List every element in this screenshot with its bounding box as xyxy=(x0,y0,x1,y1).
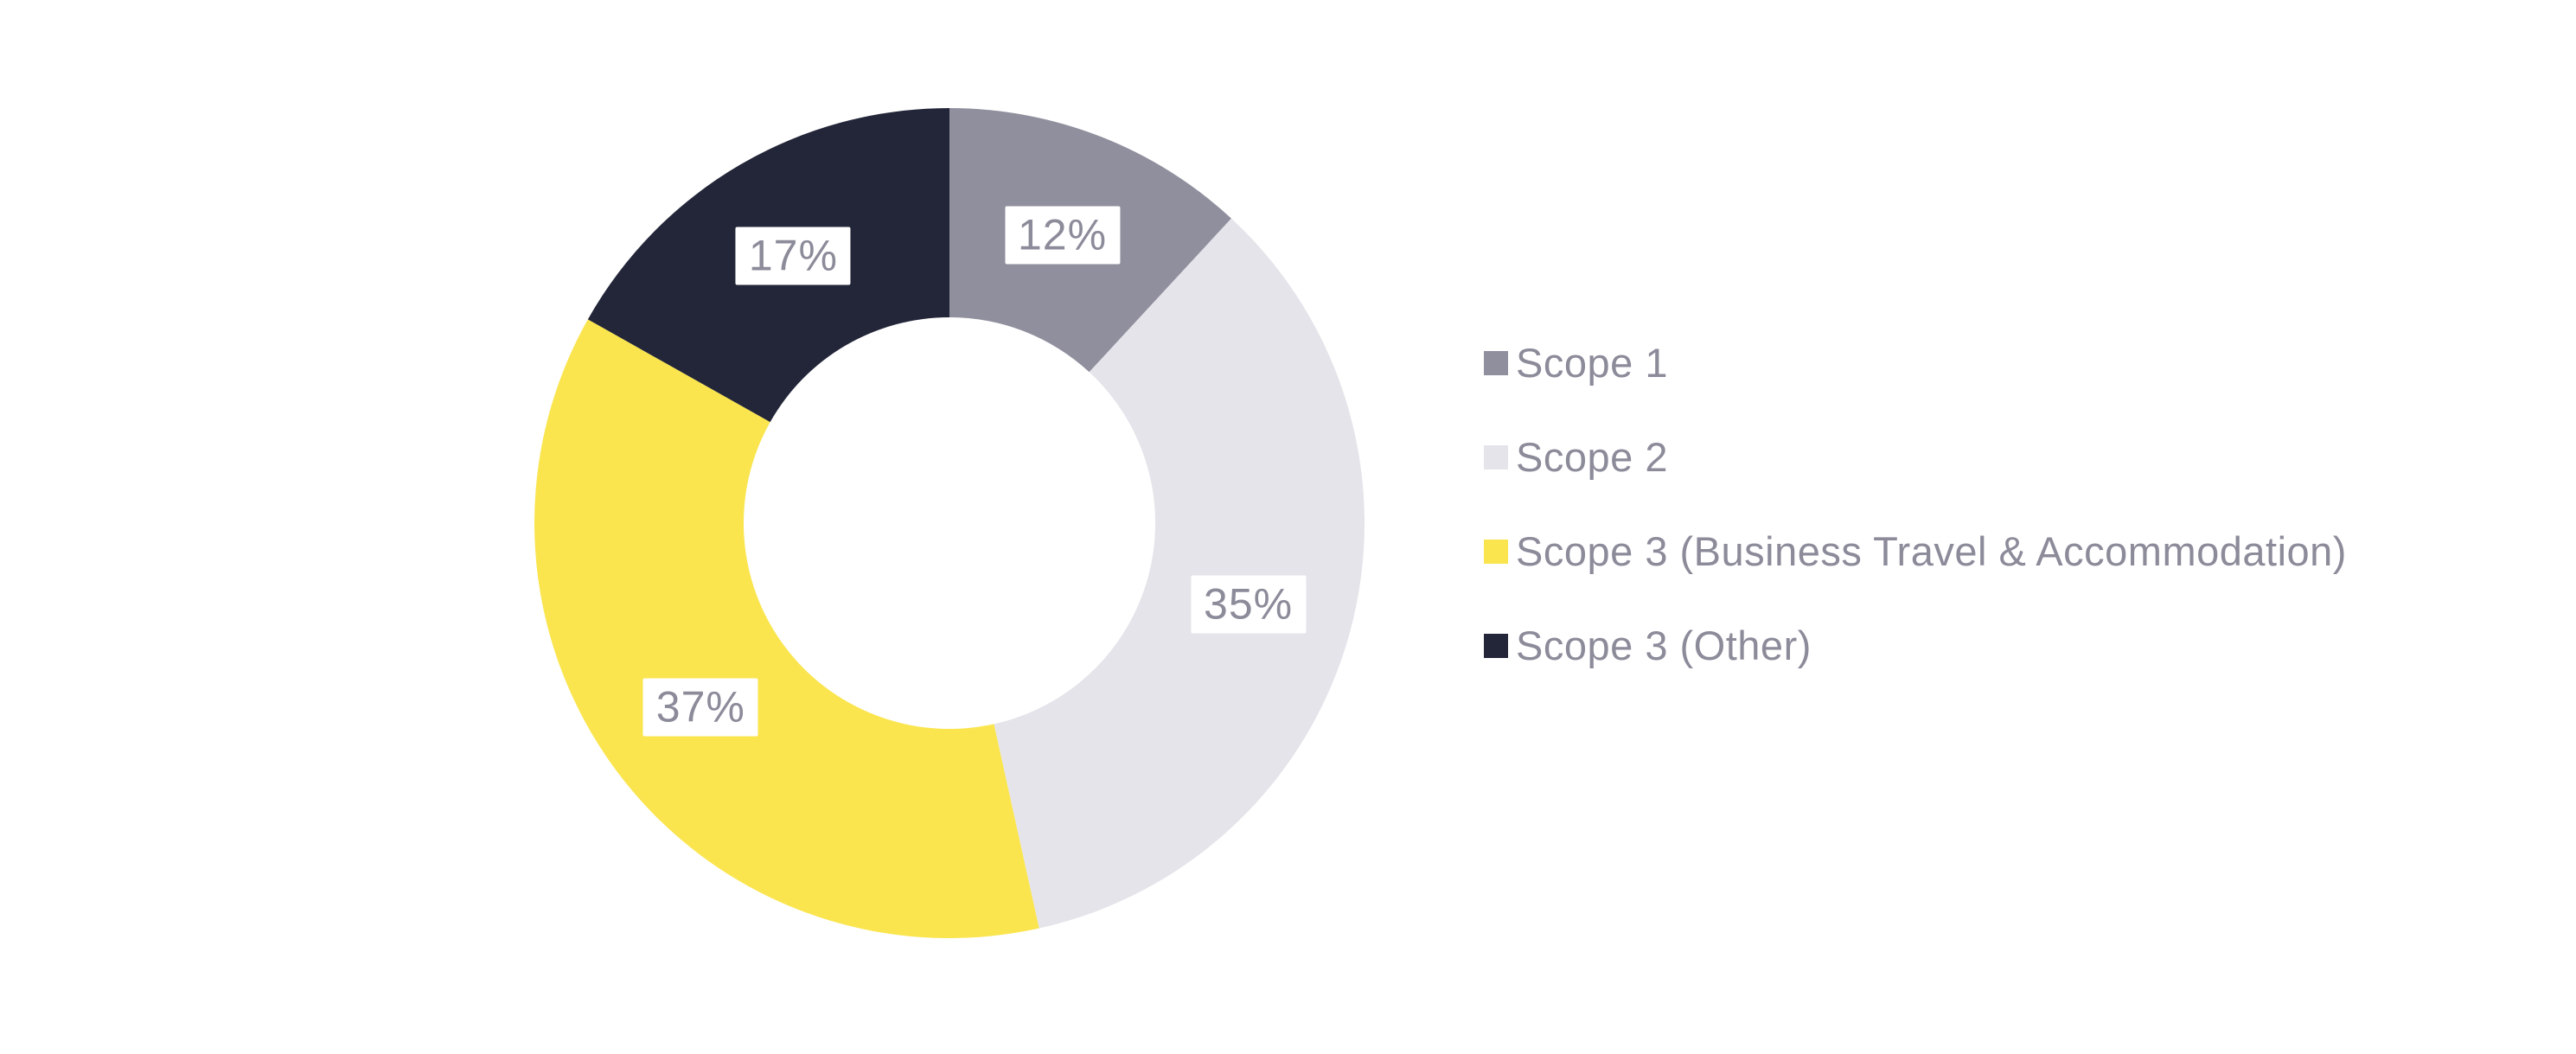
donut-slice-scope-3-business-travel-accommodation[interactable] xyxy=(534,319,1039,938)
slice-label-scope-2: 35% xyxy=(1191,575,1307,634)
donut-chart: 12% 35% 37% 17% xyxy=(534,108,1365,938)
legend-swatch-scope-2-icon xyxy=(1484,444,1508,470)
chart-legend: Scope 1 Scope 2 Scope 3 (Business Travel… xyxy=(1484,340,2347,668)
legend-item-scope-3-other[interactable]: Scope 3 (Other) xyxy=(1484,623,2347,668)
slice-label-scope-1: 12% xyxy=(1004,206,1121,265)
legend-swatch-scope-3-other-icon xyxy=(1484,633,1508,658)
legend-item-scope-1[interactable]: Scope 1 xyxy=(1484,340,2347,386)
legend-label-scope-1: Scope 1 xyxy=(1516,340,1668,386)
donut-svg xyxy=(534,108,1365,938)
legend-swatch-scope-1-icon xyxy=(1484,350,1508,375)
legend-label-scope-3-business-travel-accommodation: Scope 3 (Business Travel & Accommodation… xyxy=(1516,528,2347,574)
legend-item-scope-2[interactable]: Scope 2 xyxy=(1484,434,2347,480)
slice-label-scope-3-business-travel-accommodation: 37% xyxy=(642,678,758,737)
donut-slice-scope-2[interactable] xyxy=(994,218,1365,929)
legend-label-scope-2: Scope 2 xyxy=(1516,434,1668,480)
slice-label-scope-3-other: 17% xyxy=(735,227,851,285)
legend-item-scope-3-business-travel-accommodation[interactable]: Scope 3 (Business Travel & Accommodation… xyxy=(1484,528,2347,574)
legend-swatch-scope-3-business-travel-accommodation-icon xyxy=(1484,539,1508,564)
legend-label-scope-3-other: Scope 3 (Other) xyxy=(1516,623,1812,668)
